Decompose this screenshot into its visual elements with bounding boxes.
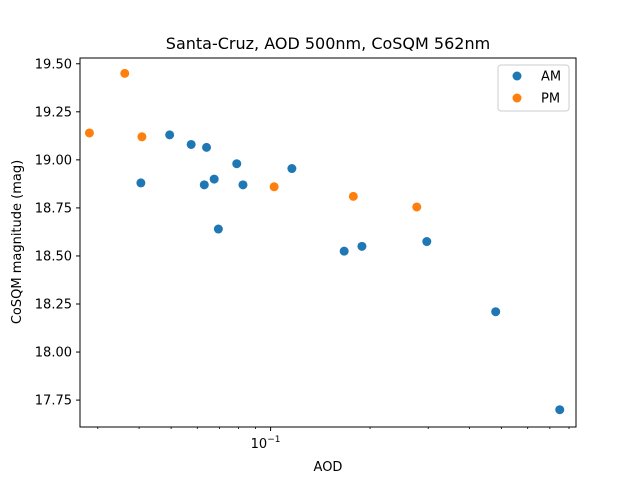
axis-ticks: 17.75 18.00 18.25 18.50 18.75 19.00 19.25 19.50…	[35, 57, 570, 452]
legend-label-am: AM	[541, 70, 561, 85]
legend: AM PM	[497, 64, 570, 112]
point-am-13	[491, 307, 501, 317]
y-axis-label: CoSQM magnitude (mag)	[10, 160, 25, 324]
point-pm-4	[348, 191, 358, 201]
point-am-12	[422, 237, 432, 247]
point-am-9	[287, 164, 297, 174]
point-pm-1	[120, 68, 130, 78]
y-tick-label: 19.25	[35, 105, 72, 120]
point-am-3	[202, 142, 212, 152]
point-am-5	[209, 174, 219, 184]
point-am-1	[165, 130, 175, 140]
y-tick-label: 18.25	[35, 298, 72, 313]
point-am-7	[232, 159, 242, 169]
plot-frame	[79, 57, 577, 428]
point-am-0	[136, 178, 146, 188]
point-am-2	[186, 139, 196, 149]
point-am-10	[339, 246, 349, 256]
plot-marks	[84, 68, 565, 415]
y-tick-label: 17.75	[35, 394, 72, 409]
point-pm-3	[269, 182, 279, 192]
x-axis-label: AOD	[314, 460, 343, 475]
y-tick-label: 19.50	[35, 57, 72, 72]
point-pm-0	[84, 128, 94, 138]
chart-title: Santa-Cruz, AOD 500nm, CoSQM 562nm	[166, 34, 490, 53]
legend-marker-am	[512, 71, 522, 81]
x-tick-label: 10−1	[251, 435, 281, 452]
legend-label-pm: PM	[541, 92, 560, 107]
point-am-8	[238, 180, 248, 190]
y-tick-label: 18.50	[35, 249, 72, 264]
legend-marker-pm	[512, 93, 522, 103]
point-am-4	[199, 180, 209, 190]
point-am-14	[555, 405, 565, 415]
y-tick-label: 18.75	[35, 201, 72, 216]
point-am-11	[357, 241, 367, 251]
point-am-6	[213, 224, 223, 234]
point-pm-2	[137, 132, 147, 142]
y-tick-label: 19.00	[35, 153, 72, 168]
point-pm-5	[412, 202, 422, 212]
y-tick-label: 18.00	[35, 346, 72, 361]
